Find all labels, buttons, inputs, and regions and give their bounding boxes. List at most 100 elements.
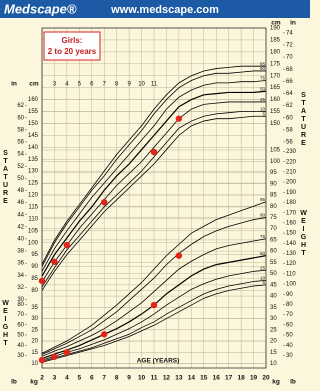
y-tick-label: 40 [270, 294, 277, 300]
alt-tick-label: 170 [286, 210, 297, 216]
measurement-dot [38, 277, 46, 285]
y-tick-label: 170 [270, 73, 281, 79]
alt-tick-label: 60 [286, 115, 293, 121]
y-tick-label: 140 [28, 145, 39, 151]
growth-chart: Medscape® www.medscape.com Girls: 2 to 2… [0, 0, 310, 386]
x-tick-label: 19 [250, 375, 258, 382]
y-tick-label: 130 [28, 169, 39, 175]
alt-tick-label: 36 [17, 261, 24, 267]
measurement-dot [51, 258, 58, 266]
x-tick-label: 20 [262, 375, 270, 382]
alt-tick-label: 80 [17, 302, 24, 308]
y-tick-label: 165 [270, 85, 281, 91]
y-tick-label: 185 [270, 38, 281, 44]
x-tick-label: 2 [40, 375, 44, 382]
top-age-label: 10 [138, 82, 145, 88]
y-tick-label: 135 [28, 157, 39, 163]
measurement-dot [63, 241, 71, 249]
alt-tick-label: 74 [286, 30, 293, 36]
measurement-dot [150, 301, 158, 309]
alt-tick-label: 150 [286, 231, 297, 237]
y-tick-label: 75 [270, 215, 277, 221]
y-tick-label: 180 [270, 49, 281, 55]
x-tick-label: 16 [213, 375, 221, 382]
curve-label: 95 [260, 197, 266, 202]
y-tick-label: 100 [28, 240, 39, 246]
y-tick-label: 150 [28, 121, 39, 127]
curve-label: 10 [260, 107, 266, 112]
alt-tick-label: 60 [286, 322, 293, 328]
y-tick-label: 60 [270, 249, 277, 255]
unit-label: in [290, 20, 296, 27]
alt-tick-label: 56 [17, 140, 24, 146]
unit-label: kg [30, 379, 38, 386]
y-tick-label: 55 [270, 260, 277, 266]
legend-subtitle: 2 to 20 years [48, 47, 97, 56]
y-tick-label: 85 [270, 193, 277, 199]
measurement-dot [175, 115, 183, 122]
x-tick-label: 8 [115, 375, 119, 382]
measurement-dot [38, 356, 46, 364]
alt-tick-label: 66 [286, 79, 293, 85]
alt-tick-label: 70 [286, 55, 293, 61]
alt-tick-label: 100 [286, 282, 297, 288]
percentile-curve [41, 70, 266, 267]
alt-tick-label: 68 [286, 67, 293, 73]
percentile-curve [41, 217, 267, 355]
x-tick-label: 18 [237, 375, 245, 382]
curve-label: 95 [260, 61, 266, 66]
alt-tick-label: 120 [286, 261, 297, 267]
percentile-curve [41, 80, 267, 272]
x-axis-label: AGE (YEARS) [137, 358, 180, 365]
curve-label: 25 [260, 265, 266, 270]
alt-tick-label: 50 [17, 176, 24, 182]
unit-label: kg [272, 379, 280, 386]
alt-tick-label: 30 [286, 353, 293, 359]
y-tick-label: 175 [270, 61, 281, 67]
logo: Medscape® [4, 1, 77, 16]
measurement-dot [101, 198, 108, 206]
y-tick-label: 190 [270, 26, 281, 32]
unit-label: in [11, 81, 17, 88]
top-age-label: 11 [151, 82, 158, 88]
alt-tick-label: 62 [17, 103, 24, 109]
alt-tick-label: 58 [17, 127, 24, 133]
measurement-dot [150, 148, 158, 156]
curve-label: 90 [260, 213, 266, 218]
top-age-label: 4 [65, 82, 69, 88]
x-tick-label: 5 [78, 375, 82, 382]
alt-tick-label: 42 [17, 224, 24, 230]
legend-box [43, 31, 101, 61]
alt-tick-label: 190 [286, 190, 297, 196]
alt-tick-label: 70 [17, 312, 24, 318]
measurement-dot [101, 331, 108, 338]
curve-label: 50 [260, 86, 266, 91]
measurement-dot [51, 353, 58, 360]
percentile-curve [41, 238, 267, 357]
y-tick-label: 20 [270, 339, 277, 345]
alt-tick-label: 40 [17, 236, 24, 242]
y-tick-label: 110 [28, 216, 38, 222]
plot-frame [41, 27, 267, 369]
y-tick-label: 155 [28, 109, 39, 115]
alt-tick-label: 50 [286, 333, 293, 339]
y-tick-label: 25 [270, 327, 277, 333]
top-age-label: 5 [78, 82, 82, 88]
x-tick-label: 10 [138, 375, 146, 382]
x-tick-label: 9 [127, 375, 131, 382]
curve-label: 5 [262, 111, 265, 116]
y-tick-label: 125 [28, 181, 39, 187]
y-tick-label: 10 [31, 361, 38, 367]
y-tick-label: 115 [28, 205, 38, 211]
top-age-label: 3 [53, 82, 57, 88]
y-tick-label: 70 [270, 226, 277, 232]
x-tick-label: 6 [90, 375, 94, 382]
alt-tick-label: 58 [286, 127, 293, 133]
x-tick-label: 14 [188, 375, 196, 382]
alt-tick-label: 52 [17, 164, 24, 170]
y-tick-label: 15 [31, 350, 38, 356]
stature-label-right: STATURE [300, 92, 307, 148]
alt-tick-label: 160 [286, 220, 297, 226]
alt-tick-label: 44 [17, 212, 24, 218]
percentile-curve [41, 284, 267, 363]
